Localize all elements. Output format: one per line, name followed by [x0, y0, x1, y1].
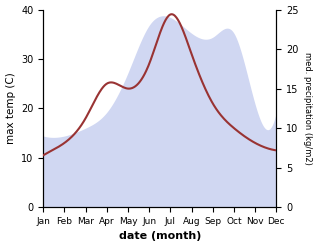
- Y-axis label: max temp (C): max temp (C): [5, 72, 16, 144]
- X-axis label: date (month): date (month): [119, 231, 201, 242]
- Y-axis label: med. precipitation (kg/m2): med. precipitation (kg/m2): [303, 52, 313, 165]
